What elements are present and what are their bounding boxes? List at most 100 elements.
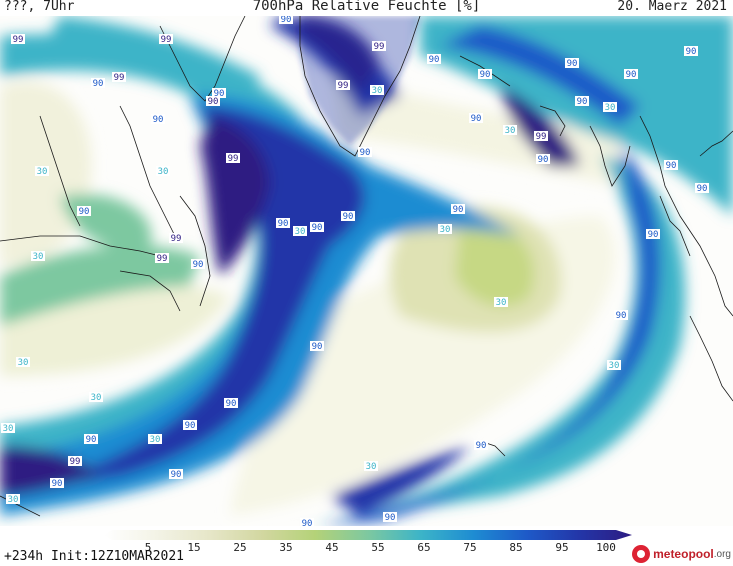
contour-label: 30 xyxy=(1,423,15,434)
contour-label-text: 30 xyxy=(18,358,29,368)
contour-label-text: 99 xyxy=(114,73,125,83)
contour-label-text: 30 xyxy=(158,167,169,177)
contour-label: 90 xyxy=(84,434,98,445)
contour-label-text: 30 xyxy=(37,167,48,177)
contour-label-text: 90 xyxy=(453,205,464,215)
contour-label: 90 xyxy=(383,512,397,523)
land-masses xyxy=(300,16,420,146)
contour-label: 90 xyxy=(565,58,579,69)
contour-label: 90 xyxy=(206,96,220,107)
contour-label-text: 30 xyxy=(366,462,377,472)
contour-label-text: 90 xyxy=(697,184,708,194)
contour-label-text: 90 xyxy=(686,47,697,57)
contour-label: 90 xyxy=(358,147,372,158)
contour-label-text: 99 xyxy=(161,35,172,45)
contour-label: 90 xyxy=(183,420,197,431)
contour-label: 99 xyxy=(336,80,350,91)
contour-label: 90 xyxy=(50,478,64,489)
contour-label: 30 xyxy=(603,102,617,113)
contour-label-text: 90 xyxy=(666,161,677,171)
colorbar-tick: 95 xyxy=(555,541,569,554)
contour-label-text: 30 xyxy=(33,252,44,262)
contour-label: 99 xyxy=(159,34,173,45)
contour-label-text: 30 xyxy=(440,225,451,235)
contour-label-text: 90 xyxy=(471,114,482,124)
colorbar-tick: 15 xyxy=(187,541,201,554)
contour-label: 99 xyxy=(112,72,126,83)
contour-label-text: 30 xyxy=(372,86,383,96)
contour-label: 90 xyxy=(310,341,324,352)
contour-label-text: 90 xyxy=(312,223,323,233)
contour-label: 90 xyxy=(536,154,550,165)
contour-label: 30 xyxy=(370,85,384,96)
contour-label: 90 xyxy=(646,229,660,240)
contour-labels: 90 99 90 90 99 99 90 90 99 90 30 90 30 9… xyxy=(1,16,709,526)
contour-label-text: 30 xyxy=(3,424,14,434)
contour-label: 90 xyxy=(77,206,91,217)
contour-label-text: 30 xyxy=(295,227,306,237)
contour-label-text: 90 xyxy=(385,513,396,523)
contour-label-text: 30 xyxy=(609,361,620,371)
contour-label: 90 xyxy=(575,96,589,107)
contour-label-text: 90 xyxy=(577,97,588,107)
contour-label-text: 30 xyxy=(150,435,161,445)
contour-label: 90 xyxy=(695,183,709,194)
colorbar xyxy=(104,530,632,540)
contour-label-text: 99 xyxy=(338,81,349,91)
contour-label: 30 xyxy=(503,125,517,136)
contour-label: 90 xyxy=(478,69,492,80)
contour-label-text: 30 xyxy=(605,103,616,113)
contour-label: 90 xyxy=(224,398,238,409)
contour-label: 99 xyxy=(372,41,386,52)
contour-label: 30 xyxy=(148,434,162,445)
contour-label-text: 99 xyxy=(374,42,385,52)
contour-label-text: 30 xyxy=(91,393,102,403)
contour-label: 90 xyxy=(276,218,290,229)
contour-label-text: 99 xyxy=(228,154,239,164)
contour-label-text: 90 xyxy=(193,260,204,270)
contour-label-text: 90 xyxy=(538,155,549,165)
contour-label: 90 xyxy=(169,469,183,480)
contour-label-text: 30 xyxy=(8,495,19,505)
contour-label: 90 xyxy=(279,16,293,25)
contour-label-text: 90 xyxy=(616,311,627,321)
contour-label: 99 xyxy=(68,456,82,467)
map-title: 700hPa Relative Feuchte [%] xyxy=(252,0,481,14)
contour-label: 30 xyxy=(438,224,452,235)
colorbar-tick: 100 xyxy=(596,541,616,554)
contour-label: 30 xyxy=(6,494,20,505)
contour-label: 90 xyxy=(427,54,441,65)
contour-label-text: 90 xyxy=(281,16,292,25)
contour-label: 90 xyxy=(664,160,678,171)
contour-label-text: 90 xyxy=(226,399,237,409)
contour-label-text: 90 xyxy=(278,219,289,229)
contour-label-text: 99 xyxy=(70,457,81,467)
colorbar-tick: 75 xyxy=(463,541,477,554)
contour-label-text: 99 xyxy=(536,132,547,142)
contour-label: 90 xyxy=(624,69,638,80)
contour-label-text: 90 xyxy=(648,230,659,240)
contour-label: 90 xyxy=(310,222,324,233)
contour-label: 99 xyxy=(226,153,240,164)
contour-label-text: 30 xyxy=(505,126,516,136)
colorbar-tick: 55 xyxy=(371,541,385,554)
contour-label: 90 xyxy=(451,204,465,215)
contour-label: 90 xyxy=(212,88,226,99)
colorbar-tick: 35 xyxy=(279,541,293,554)
contour-label-text: 90 xyxy=(626,70,637,80)
colorbar-tick: 25 xyxy=(233,541,247,554)
contour-label: 30 xyxy=(156,166,170,177)
contour-label: 90 xyxy=(684,46,698,57)
contour-label: 90 xyxy=(341,211,355,222)
contour-label-text: 90 xyxy=(171,470,182,480)
colorbar-ticks: 5 15 25 35 45 55 65 75 85 95 100 xyxy=(0,541,733,554)
colorbar-tick: 65 xyxy=(417,541,431,554)
forecast-time-label: ???, 7Uhr xyxy=(4,0,75,14)
contour-label: 30 xyxy=(494,297,508,308)
contour-label-text: 30 xyxy=(496,298,507,308)
brand-logo[interactable]: meteopool .org xyxy=(632,544,731,564)
contour-label: 30 xyxy=(364,461,378,472)
contour-label: 30 xyxy=(31,251,45,262)
colorbar-gradient xyxy=(104,530,632,540)
contour-label-text: 90 xyxy=(480,70,491,80)
